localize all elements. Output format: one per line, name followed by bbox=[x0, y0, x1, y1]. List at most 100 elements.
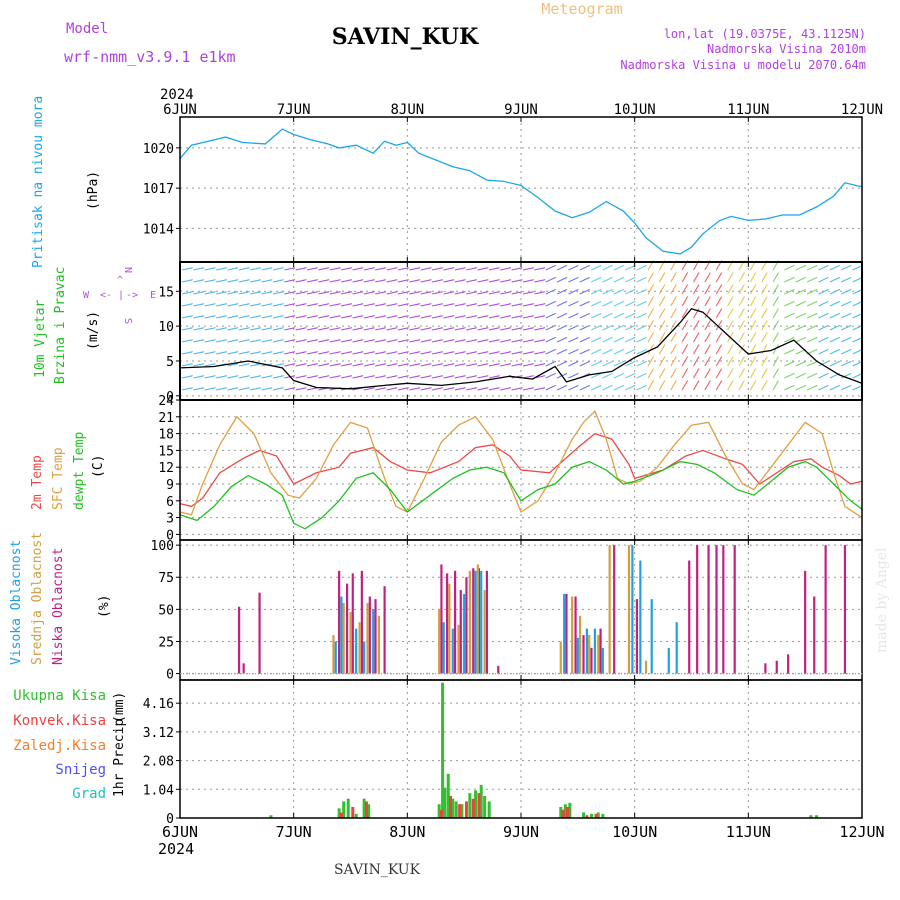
wind-barb bbox=[295, 375, 307, 379]
wind-barb bbox=[704, 380, 711, 391]
wind-barb bbox=[193, 315, 205, 319]
wind-barb bbox=[352, 327, 364, 331]
bar-total_precip bbox=[460, 804, 464, 818]
wind-barb bbox=[727, 284, 734, 295]
bar-low_cloud bbox=[635, 599, 639, 674]
y-tick-label: 3.12 bbox=[143, 726, 174, 741]
wind-barb bbox=[409, 339, 421, 343]
wind-barb bbox=[295, 303, 307, 307]
wind-barb bbox=[534, 327, 546, 331]
wind-barb bbox=[272, 375, 284, 379]
wind-barb bbox=[193, 327, 205, 331]
model-name: wrf-nmm_v3.9.1 e1km bbox=[64, 48, 236, 66]
wind-barb bbox=[602, 276, 613, 283]
bar-total_precip bbox=[354, 813, 358, 818]
wind-barb bbox=[670, 320, 677, 331]
wind-barb bbox=[715, 308, 723, 319]
wind-barb bbox=[841, 336, 852, 343]
wind-barb bbox=[466, 351, 478, 355]
wind-barb bbox=[534, 339, 546, 343]
wind-barb bbox=[409, 375, 421, 379]
bar-high_cloud bbox=[639, 560, 642, 674]
wind-barb bbox=[613, 360, 625, 367]
wind-barb bbox=[602, 348, 613, 355]
wind-barb bbox=[590, 264, 602, 271]
wind-barb bbox=[204, 303, 216, 307]
sfc-temp-label: SFC Temp bbox=[51, 447, 66, 510]
wind-barb bbox=[647, 284, 655, 295]
y-tick-label: 21 bbox=[158, 411, 174, 426]
wind-barb bbox=[261, 315, 273, 319]
wind-barb bbox=[704, 344, 711, 355]
wind-barb bbox=[409, 303, 421, 307]
bar-total_precip bbox=[446, 773, 450, 818]
compass-north: N bbox=[122, 267, 133, 273]
wind-barb bbox=[500, 315, 512, 319]
wind-barb bbox=[568, 300, 579, 307]
wind-barb bbox=[806, 288, 818, 295]
wind-barb bbox=[522, 387, 534, 391]
wind-barb bbox=[318, 375, 330, 379]
wind-barb bbox=[227, 267, 239, 271]
station-title: SAVIN_KUK bbox=[332, 24, 479, 50]
wind-barb bbox=[727, 344, 734, 355]
wind-barb bbox=[784, 336, 795, 343]
legend-hail: Grad bbox=[72, 786, 106, 802]
bar-total_precip bbox=[468, 793, 472, 818]
wind-barb bbox=[795, 384, 807, 391]
top-day-label: 9JUN bbox=[504, 102, 538, 118]
wind-barb bbox=[204, 327, 216, 331]
wind-barb bbox=[261, 303, 273, 307]
bar-conv_precip bbox=[477, 793, 481, 818]
wind-barb bbox=[704, 284, 711, 295]
wind-barb bbox=[727, 320, 734, 331]
wind-barb bbox=[363, 363, 375, 367]
wind-barb bbox=[613, 384, 625, 391]
wind-barb bbox=[749, 380, 757, 391]
wind-barb bbox=[477, 291, 489, 295]
legend-conv-rain: Konvek.Kisa bbox=[13, 713, 106, 729]
wind-barb bbox=[545, 384, 556, 391]
wind-barb bbox=[477, 339, 489, 343]
bottom-day-labels: 6JUN 7JUN 8JUN 9JUN 10JUN 11JUN 12JUN bbox=[162, 823, 885, 841]
wind-barb bbox=[329, 303, 341, 307]
wind-barb bbox=[386, 303, 398, 307]
wind-barb bbox=[784, 264, 795, 271]
wind-barb bbox=[443, 267, 455, 271]
wind-barb bbox=[488, 351, 500, 355]
bar-low_cloud bbox=[472, 568, 475, 674]
wind-barb bbox=[806, 336, 818, 343]
wind-barb bbox=[761, 368, 768, 379]
wind-barb bbox=[556, 336, 568, 343]
wind-barb bbox=[250, 327, 262, 331]
wind-barb bbox=[306, 315, 318, 319]
wind-barb bbox=[204, 387, 216, 391]
wind-barb bbox=[568, 288, 579, 295]
wind-barb bbox=[477, 315, 489, 319]
wind-barb bbox=[250, 363, 262, 367]
wind-barb bbox=[375, 267, 387, 271]
bar-total_precip bbox=[367, 804, 371, 818]
y-tick-label: 1017 bbox=[143, 182, 174, 197]
wind-barb bbox=[670, 296, 677, 307]
wind-barb bbox=[625, 264, 636, 271]
wind-barb bbox=[261, 267, 273, 271]
wind-barb bbox=[488, 267, 500, 271]
wind-barb bbox=[363, 279, 375, 283]
wind-barb bbox=[238, 363, 250, 367]
wind-barb bbox=[363, 291, 375, 295]
y-tick-label: 1.04 bbox=[143, 783, 174, 798]
wind-barb bbox=[715, 380, 723, 391]
wind-barb bbox=[579, 264, 591, 271]
y-tick-label: 4.16 bbox=[143, 697, 174, 712]
wind-barb bbox=[329, 363, 341, 367]
wind-barb bbox=[306, 303, 318, 307]
wind-barb bbox=[749, 332, 757, 343]
bar-low_cloud bbox=[338, 570, 341, 674]
bar-mid_cloud bbox=[571, 596, 574, 674]
wind-barb bbox=[341, 291, 353, 295]
wind-barb bbox=[181, 291, 193, 295]
wind-barb bbox=[431, 315, 443, 319]
wind-barb bbox=[636, 360, 647, 367]
bar-high_cloud bbox=[442, 622, 445, 674]
